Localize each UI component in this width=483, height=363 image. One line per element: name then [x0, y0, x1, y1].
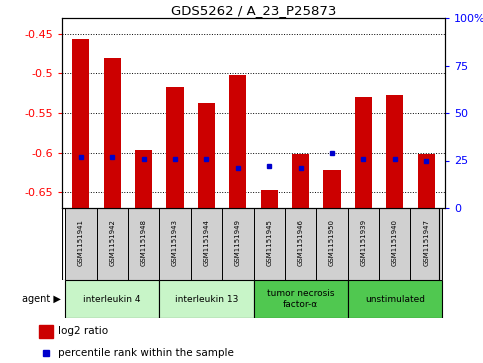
Bar	[198, 103, 215, 208]
Text: GSM1151939: GSM1151939	[360, 219, 367, 266]
Bar	[379, 208, 411, 280]
Text: GSM1151950: GSM1151950	[329, 219, 335, 266]
Text: GSM1151944: GSM1151944	[203, 219, 210, 266]
Bar	[292, 154, 309, 208]
Bar	[128, 208, 159, 280]
Text: GSM1151946: GSM1151946	[298, 219, 304, 266]
Bar	[254, 208, 285, 280]
Text: GSM1151948: GSM1151948	[141, 219, 147, 266]
Bar	[135, 150, 152, 208]
Text: percentile rank within the sample: percentile rank within the sample	[58, 348, 234, 358]
Text: GSM1151947: GSM1151947	[423, 219, 429, 266]
Bar	[348, 280, 442, 318]
Bar	[159, 208, 191, 280]
Bar	[417, 154, 435, 208]
Bar	[39, 325, 53, 338]
Bar	[323, 170, 341, 208]
Text: GSM1151945: GSM1151945	[266, 219, 272, 266]
Bar	[316, 208, 348, 280]
Text: GSM1151940: GSM1151940	[392, 219, 398, 266]
Text: tumor necrosis
factor-α: tumor necrosis factor-α	[267, 289, 334, 309]
Text: GSM1151942: GSM1151942	[109, 219, 115, 266]
Text: interleukin 13: interleukin 13	[175, 294, 238, 303]
Bar	[411, 208, 442, 280]
Bar	[254, 280, 348, 318]
Bar	[222, 208, 254, 280]
Bar	[97, 208, 128, 280]
Bar	[229, 75, 246, 208]
Text: unstimulated: unstimulated	[365, 294, 425, 303]
Bar	[285, 208, 316, 280]
Bar	[72, 39, 89, 208]
Bar	[166, 87, 184, 208]
Bar	[191, 208, 222, 280]
Text: GSM1151949: GSM1151949	[235, 219, 241, 266]
Text: log2 ratio: log2 ratio	[58, 326, 108, 337]
Bar	[65, 208, 97, 280]
Text: GSM1151943: GSM1151943	[172, 219, 178, 266]
Bar	[65, 280, 159, 318]
Text: GSM1151941: GSM1151941	[78, 219, 84, 266]
Title: GDS5262 / A_23_P25873: GDS5262 / A_23_P25873	[171, 4, 336, 17]
Bar	[386, 95, 403, 208]
Bar	[355, 97, 372, 208]
Bar	[159, 280, 254, 318]
Bar	[103, 58, 121, 208]
Bar	[348, 208, 379, 280]
Text: interleukin 4: interleukin 4	[84, 294, 141, 303]
Text: agent ▶: agent ▶	[22, 294, 60, 304]
Bar	[260, 190, 278, 208]
